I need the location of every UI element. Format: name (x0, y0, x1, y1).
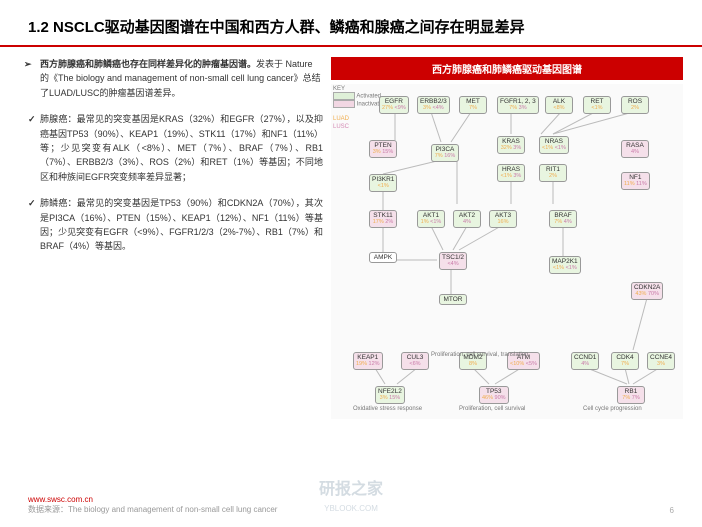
section-label: Proliferation, cell survival (459, 406, 525, 412)
gene-node-CDK4: CDK47% (611, 352, 639, 370)
gene-node-STK11: STK1117% 2% (369, 210, 397, 228)
diagram-key: KEY Activated Inactivated (333, 86, 386, 108)
footer: www.swsc.com.cn 数据来源：The biology and man… (28, 495, 674, 515)
bullet-item: 肺腺癌：最常见的突变基因是KRAS（32%）和EGFR（27%），以及抑癌基因T… (40, 112, 323, 184)
gene-node-TP53: TP5346% 90% (479, 386, 509, 404)
lusc-label: LUSC (333, 124, 349, 130)
gene-node-PTEN: PTEN3% 15% (369, 140, 397, 158)
gene-node-CUL3: CUL3 <6% (401, 352, 429, 370)
gene-node-KRAS: KRAS32% 3% (497, 136, 525, 154)
section-label: Proliferation, cell survival, translatio… (431, 352, 528, 358)
section-label: Oxidative stress response (353, 406, 422, 412)
footer-source-text: 数据来源：The biology and management of non-s… (28, 505, 277, 514)
bullet-item: 肺鳞癌：最常见的突变基因是TP53（90%）和CDKN2A（70%），其次是PI… (40, 196, 323, 254)
gene-node-RB1: RB17% 7% (617, 386, 645, 404)
gene-node-ALK: ALK<8% (545, 96, 573, 114)
key-activated-label: Activated (356, 94, 381, 100)
gene-node-RASA: RASA 4% (621, 140, 649, 158)
gene-node-RIT1: RIT12% (539, 164, 567, 182)
gene-node-RET: RET<1% (583, 96, 611, 114)
luad-label: LUAD (333, 116, 349, 122)
gene-node-CDKN2A: CDKN2A43% 70% (631, 282, 663, 300)
gene-node-AKT3: AKT316% (489, 210, 517, 228)
gene-node-CCND1: CCND1 4% (571, 352, 599, 370)
gene-node-AKT2: AKT2 4% (453, 210, 481, 228)
gene-node-MET: MET7% (459, 96, 487, 114)
diagram-title: 西方肺腺癌和肺鳞癌驱动基因图谱 (331, 57, 683, 80)
gene-node-CCNE4: CCNE43% (647, 352, 675, 370)
gene-node-TSC12: TSC1/2 <4% (439, 252, 467, 270)
intro-block: 西方肺腺癌和肺鳞癌也存在同样差异化的肿瘤基因谱。发表于 Nature 的《The… (28, 57, 323, 100)
gene-node-FGFR123: FGFR1, 2, 37% 3% (497, 96, 539, 114)
bullet-list: 肺腺癌：最常见的突变基因是KRAS（32%）和EGFR（27%），以及抑癌基因T… (28, 112, 323, 254)
section-label: Cell cycle progression (583, 406, 642, 412)
gene-node-PI3KR1: PI3KR1<1% (369, 174, 397, 192)
gene-node-KEAP1: KEAP119% 12% (353, 352, 383, 370)
intro-lead: 西方肺腺癌和肺鳞癌也存在同样差异化的肿瘤基因谱。 (40, 59, 256, 69)
gene-node-NFE2L2: NFE2L23% 15% (375, 386, 405, 404)
gene-node-AMPK: AMPK (369, 252, 397, 263)
pathway-diagram: KEY Activated Inactivated LUAD LUSC EGFR… (331, 84, 683, 419)
gene-node-EGFR: EGFR27% <9% (379, 96, 409, 114)
footer-url[interactable]: www.swsc.com.cn (28, 495, 93, 504)
gene-node-NF1: NF111% 11% (621, 172, 650, 190)
header: 1.2 NSCLC驱动基因图谱在中国和西方人群、鳞癌和腺癌之间存在明显差异 (0, 0, 702, 47)
left-column: 西方肺腺癌和肺鳞癌也存在同样差异化的肿瘤基因谱。发表于 Nature 的《The… (28, 57, 323, 419)
gene-node-MTOR: MTOR (439, 294, 467, 305)
gene-node-AKT1: AKT11% <1% (417, 210, 445, 228)
gene-node-HRAS: HRAS<1% 3% (497, 164, 525, 182)
page-title: 1.2 NSCLC驱动基因图谱在中国和西方人群、鳞癌和腺癌之间存在明显差异 (28, 16, 674, 37)
gene-node-NRAS: NRAS<1% <1% (539, 136, 569, 154)
footer-source: www.swsc.com.cn 数据来源：The biology and man… (28, 495, 277, 515)
gene-node-BRAF: BRAF7% 4% (549, 210, 577, 228)
right-column: 西方肺腺癌和肺鳞癌驱动基因图谱 KEY Activated Inactivate… (323, 57, 683, 419)
content: 西方肺腺癌和肺鳞癌也存在同样差异化的肿瘤基因谱。发表于 Nature 的《The… (0, 47, 702, 419)
page-number: 6 (670, 506, 674, 515)
gene-node-MAP2K1: MAP2K1<1% <1% (549, 256, 581, 274)
key-inactivated-box (333, 100, 355, 108)
gene-node-PI3CA: PI3CA7% 16% (431, 144, 459, 162)
gene-node-ERBB23: ERBB2/33% <4% (417, 96, 450, 114)
gene-node-ROS: ROS2% (621, 96, 649, 114)
key-activated-box (333, 92, 355, 100)
